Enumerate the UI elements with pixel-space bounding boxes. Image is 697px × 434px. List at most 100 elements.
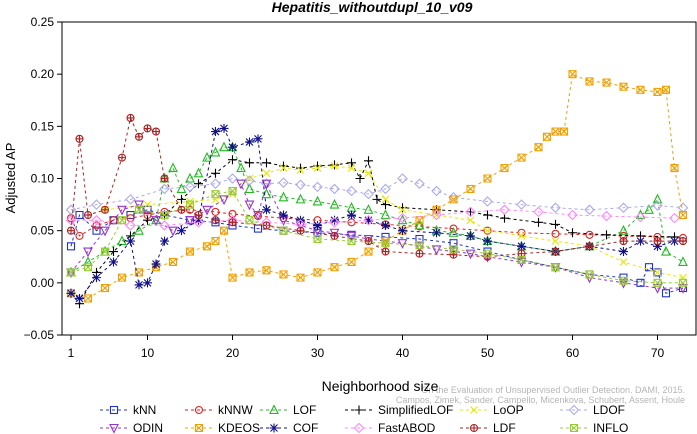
legend-item-kdeos: KDEOS bbox=[185, 421, 260, 434]
data-point-loop bbox=[347, 164, 356, 172]
data-point-inflo bbox=[678, 278, 688, 287]
legend-marker-knn bbox=[109, 405, 119, 415]
data-point-loop bbox=[245, 174, 254, 183]
data-point-kdeos bbox=[211, 237, 220, 246]
series-inflo bbox=[66, 186, 688, 287]
legend-item-knnw: kNNW bbox=[185, 403, 253, 417]
data-point-odin bbox=[363, 234, 374, 245]
data-point-simplifiedlof bbox=[568, 228, 577, 238]
data-point-fastabod bbox=[465, 206, 476, 218]
data-point-cof bbox=[245, 137, 254, 147]
data-point-kdeos bbox=[219, 226, 229, 235]
data-point-lof bbox=[661, 245, 671, 256]
data-point-ldf bbox=[296, 226, 305, 235]
data-point-ldf bbox=[134, 132, 144, 141]
data-point-simplifiedlof bbox=[372, 194, 382, 204]
data-point-inflo bbox=[551, 263, 560, 272]
data-point-kdeos bbox=[296, 273, 305, 282]
data-point-knn bbox=[75, 210, 84, 220]
data-point-ldof bbox=[414, 178, 425, 189]
data-point-inflo bbox=[117, 216, 127, 225]
data-point-lof bbox=[219, 141, 229, 152]
data-point-ldof bbox=[482, 196, 493, 207]
data-point-kdeos bbox=[313, 268, 322, 277]
data-point-ldf bbox=[83, 210, 93, 220]
data-point-kdeos bbox=[168, 257, 178, 267]
data-point-cof bbox=[262, 205, 271, 215]
data-point-fastabod bbox=[635, 211, 646, 223]
data-point-ldof bbox=[295, 179, 306, 191]
data-point-lof bbox=[236, 162, 246, 173]
data-point-loop bbox=[398, 205, 407, 214]
y-tick-label: 0.20 bbox=[31, 67, 55, 81]
data-point-simplifiedlof bbox=[143, 215, 152, 225]
legend-marker-lof bbox=[269, 404, 279, 415]
x-axis-label: Neighborhood size bbox=[322, 378, 439, 394]
data-point-inflo bbox=[279, 226, 288, 235]
data-point-loop bbox=[483, 226, 492, 235]
legend-marker-kdeos bbox=[194, 423, 204, 433]
data-point-ldof bbox=[278, 177, 289, 188]
data-point-cof bbox=[517, 241, 526, 251]
data-point-odin bbox=[83, 247, 93, 258]
data-point-ldf bbox=[619, 237, 628, 246]
data-point-knnw bbox=[211, 207, 220, 216]
chart-title: Hepatitis_withoutdupl_10_v09 bbox=[272, 0, 473, 15]
data-point-ldof bbox=[380, 183, 391, 195]
data-point-cof bbox=[619, 247, 628, 257]
data-point-ldof bbox=[210, 178, 221, 189]
data-point-ldf bbox=[381, 247, 390, 256]
data-point-odin bbox=[168, 226, 178, 237]
data-point-cof bbox=[279, 210, 288, 220]
legend-marker-cof bbox=[269, 423, 279, 433]
data-point-knn bbox=[653, 268, 662, 277]
data-point-kdeos bbox=[228, 273, 237, 282]
legend-marker-inflo bbox=[569, 423, 579, 433]
data-point-lof bbox=[185, 172, 195, 183]
data-point-odin bbox=[202, 205, 212, 216]
data-point-inflo bbox=[100, 247, 110, 256]
data-point-loop bbox=[143, 200, 152, 209]
data-point-kdeos bbox=[347, 257, 356, 267]
data-point-odin bbox=[236, 179, 246, 190]
data-point-ldof bbox=[677, 202, 689, 213]
data-point-ldf bbox=[585, 242, 594, 251]
legend-item-simplifiedlof: SimplifiedLOF bbox=[345, 403, 453, 417]
data-point-kdeos bbox=[517, 153, 526, 162]
data-point-kdeos bbox=[279, 270, 288, 279]
data-point-knnw bbox=[585, 230, 594, 239]
y-tick-label: −0.05 bbox=[24, 328, 55, 342]
data-point-cof bbox=[653, 241, 662, 251]
data-point-odin bbox=[261, 179, 272, 190]
data-point-knn bbox=[143, 205, 152, 214]
data-point-odin bbox=[100, 226, 110, 237]
legend: kNN kNNW LOF SimplifiedLOF LoOP LDOF ODIN KDEOS… bbox=[100, 403, 628, 434]
data-point-ldof bbox=[244, 175, 255, 186]
data-point-odin bbox=[219, 195, 229, 206]
data-point-inflo bbox=[134, 205, 144, 214]
data-point-inflo bbox=[211, 190, 220, 199]
data-point-knnw bbox=[228, 209, 237, 219]
data-point-inflo bbox=[415, 241, 424, 250]
data-point-kdeos bbox=[449, 195, 458, 204]
data-point-kdeos bbox=[542, 132, 552, 141]
data-point-odin bbox=[185, 216, 195, 226]
data-point-fastabod bbox=[91, 214, 102, 226]
data-point-fastabod bbox=[669, 212, 680, 224]
data-point-fastabod bbox=[397, 212, 408, 224]
series-ldof bbox=[65, 173, 689, 216]
series-line-knnw bbox=[70, 209, 684, 239]
data-point-ldf bbox=[653, 237, 662, 246]
data-point-ldof bbox=[312, 181, 323, 193]
data-point-knnw bbox=[75, 231, 84, 240]
data-point-cof bbox=[398, 226, 407, 236]
data-point-loop bbox=[296, 166, 305, 175]
data-point-simplifiedlof bbox=[500, 213, 509, 223]
data-point-ldf bbox=[117, 153, 127, 162]
data-point-lof bbox=[414, 219, 425, 230]
data-point-loop bbox=[551, 237, 560, 245]
x-tick-label: 1 bbox=[68, 346, 75, 360]
data-point-fastabod bbox=[329, 217, 340, 228]
legend-marker-knnw bbox=[194, 405, 204, 415]
data-point-ldof bbox=[65, 204, 77, 216]
